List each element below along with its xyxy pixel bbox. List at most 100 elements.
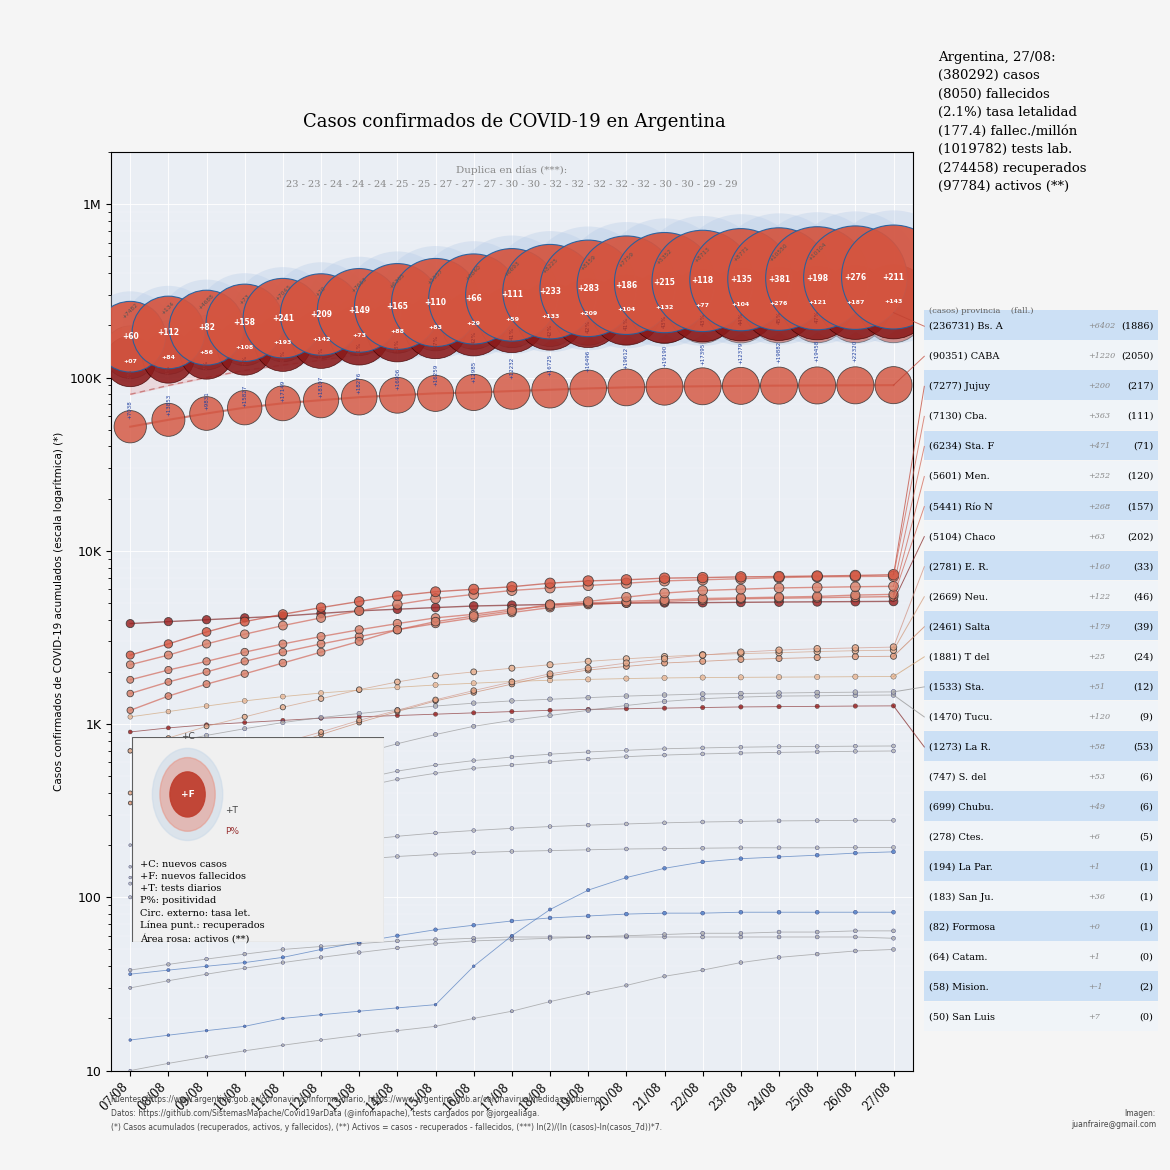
FancyBboxPatch shape bbox=[924, 670, 1158, 701]
Point bbox=[235, 954, 254, 972]
Point bbox=[694, 646, 713, 665]
Point bbox=[426, 691, 445, 710]
Point bbox=[503, 285, 522, 304]
Text: +F: +F bbox=[180, 790, 194, 799]
Text: +84: +84 bbox=[161, 355, 176, 359]
Point bbox=[885, 903, 903, 922]
Text: +7: +7 bbox=[1088, 1013, 1100, 1021]
Point bbox=[807, 639, 826, 658]
Point bbox=[503, 711, 522, 730]
Text: (1273) La R.: (1273) La R. bbox=[929, 743, 991, 751]
Point bbox=[388, 677, 407, 696]
Point bbox=[388, 620, 407, 639]
Point bbox=[198, 318, 216, 337]
Point bbox=[579, 688, 598, 707]
Point bbox=[426, 764, 445, 783]
Point bbox=[388, 938, 407, 957]
Point bbox=[541, 929, 559, 948]
Point bbox=[541, 670, 559, 689]
Point bbox=[159, 702, 178, 721]
Point bbox=[694, 698, 713, 717]
Point bbox=[731, 270, 750, 289]
Text: 23 - 23 - 24 - 24 - 24 - 25 - 25 - 27 - 27 - 27 - 30 - 30 - 32 - 32 - 32 - 32 - : 23 - 23 - 24 - 24 - 24 - 25 - 25 - 27 - … bbox=[287, 180, 737, 188]
Text: 47%: 47% bbox=[204, 359, 209, 373]
Point bbox=[885, 292, 903, 311]
Text: (9): (9) bbox=[1140, 713, 1154, 722]
Point bbox=[579, 670, 598, 689]
Point bbox=[579, 928, 598, 947]
Text: +53: +53 bbox=[1088, 773, 1106, 782]
FancyBboxPatch shape bbox=[924, 701, 1158, 730]
Point bbox=[159, 961, 178, 979]
Point bbox=[464, 821, 483, 840]
Text: Casos confirmados de COVID-19 en Argentina: Casos confirmados de COVID-19 en Argenti… bbox=[303, 113, 727, 131]
Point bbox=[235, 848, 254, 867]
Point bbox=[198, 823, 216, 841]
Text: (12): (12) bbox=[1134, 682, 1154, 691]
Text: +T: +T bbox=[226, 806, 239, 815]
Point bbox=[159, 646, 178, 665]
Point bbox=[350, 943, 369, 962]
Point bbox=[159, 338, 178, 357]
FancyBboxPatch shape bbox=[924, 310, 1158, 339]
Point bbox=[807, 642, 826, 661]
Text: +110: +110 bbox=[425, 298, 447, 307]
Text: (278) Ctes.: (278) Ctes. bbox=[929, 833, 984, 841]
Point bbox=[770, 683, 789, 702]
Point bbox=[235, 746, 254, 765]
Point bbox=[311, 709, 330, 728]
Point bbox=[579, 596, 598, 614]
Point bbox=[464, 597, 483, 615]
Point bbox=[464, 585, 483, 604]
Point bbox=[655, 928, 674, 947]
Point bbox=[694, 924, 713, 943]
Text: (64) Catam.: (64) Catam. bbox=[929, 952, 987, 962]
Text: +C: +C bbox=[180, 732, 194, 742]
Text: +10104: +10104 bbox=[807, 241, 827, 261]
Point bbox=[885, 567, 903, 586]
Point bbox=[198, 965, 216, 984]
Text: (1): (1) bbox=[1140, 893, 1154, 902]
Point bbox=[541, 282, 559, 301]
Point bbox=[579, 701, 598, 720]
Point bbox=[694, 304, 713, 323]
Text: +193: +193 bbox=[274, 340, 292, 345]
Point bbox=[159, 1054, 178, 1073]
Point bbox=[731, 570, 750, 589]
Point bbox=[885, 737, 903, 756]
Point bbox=[159, 612, 178, 631]
Text: +198: +198 bbox=[806, 274, 828, 283]
Point bbox=[464, 290, 483, 309]
Point bbox=[731, 697, 750, 716]
Point bbox=[770, 569, 789, 587]
Text: (53): (53) bbox=[1134, 743, 1154, 751]
Point bbox=[655, 925, 674, 944]
Text: +1: +1 bbox=[1088, 954, 1100, 962]
Point bbox=[159, 880, 178, 899]
Point bbox=[541, 701, 559, 720]
Point bbox=[464, 844, 483, 862]
Point bbox=[885, 922, 903, 941]
Point bbox=[579, 907, 598, 925]
Point bbox=[274, 940, 292, 958]
Point bbox=[770, 743, 789, 762]
Point bbox=[274, 1009, 292, 1027]
Point bbox=[235, 652, 254, 670]
Point bbox=[159, 673, 178, 691]
Point bbox=[121, 965, 139, 984]
Text: (71): (71) bbox=[1134, 442, 1154, 450]
Point bbox=[388, 322, 407, 340]
Point bbox=[350, 704, 369, 723]
Text: (7277) Jujuy: (7277) Jujuy bbox=[929, 381, 990, 391]
Point bbox=[579, 928, 598, 947]
Point bbox=[426, 690, 445, 709]
Point bbox=[579, 307, 598, 325]
Text: (46): (46) bbox=[1134, 592, 1154, 601]
Point bbox=[426, 590, 445, 608]
Text: +36: +36 bbox=[1088, 893, 1106, 901]
Point bbox=[503, 819, 522, 838]
Point bbox=[274, 642, 292, 661]
Point bbox=[503, 310, 522, 329]
Point bbox=[464, 703, 483, 722]
Text: (194) La Par.: (194) La Par. bbox=[929, 862, 992, 872]
